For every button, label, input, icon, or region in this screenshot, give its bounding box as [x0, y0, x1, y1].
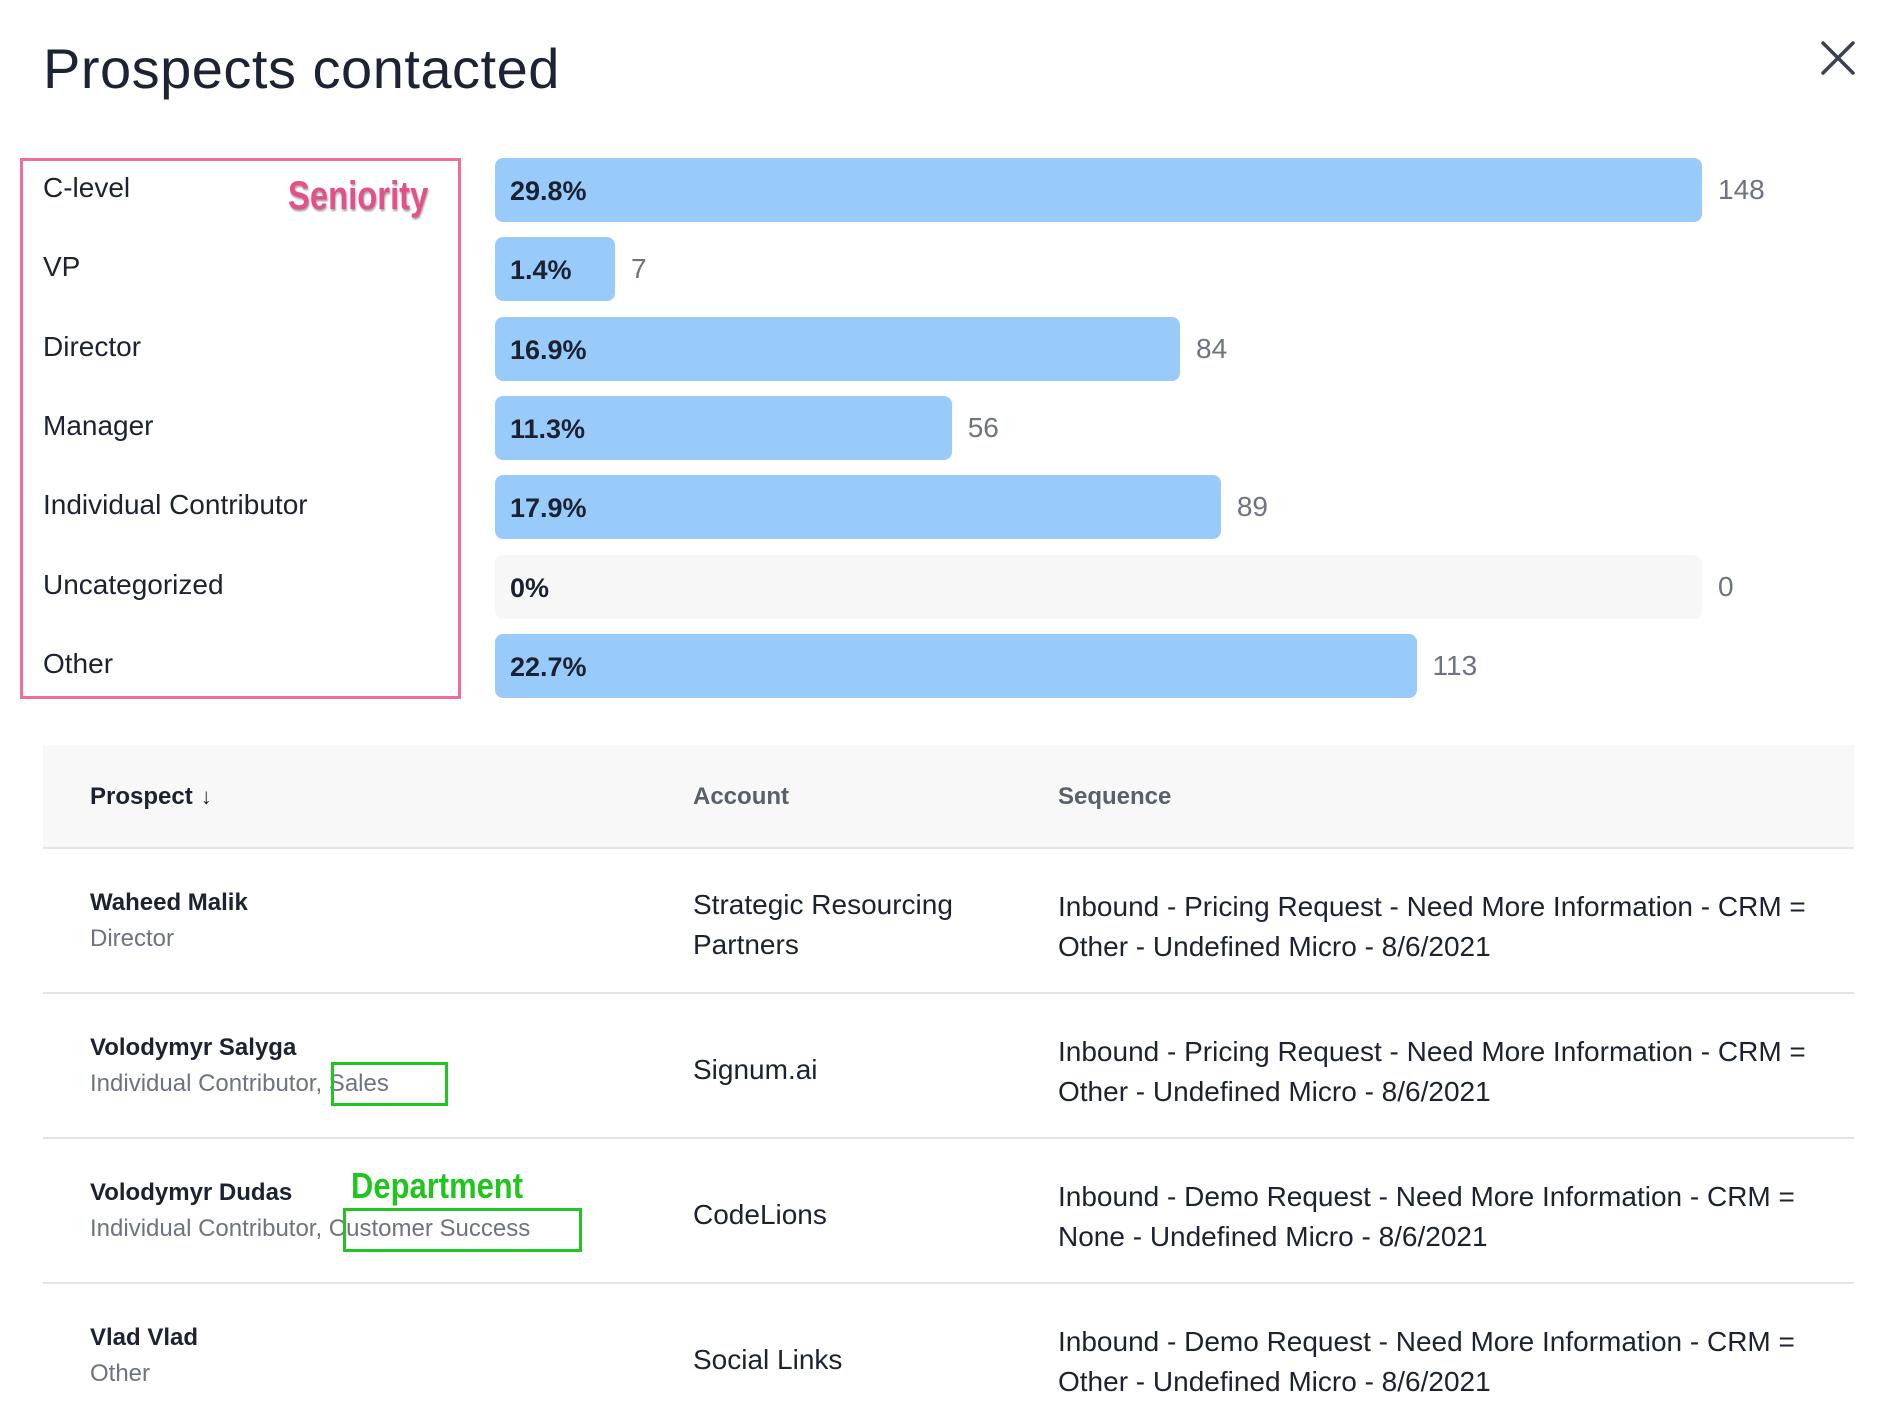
seniority-annotation: Seniority: [288, 174, 429, 218]
bar-count-label: 113: [1432, 650, 1478, 681]
table-row[interactable]: Volodymyr Dudas Individual Contributor, …: [43, 1139, 1854, 1284]
bar-count-label: 7: [631, 253, 647, 284]
seniority-category-label: VP: [43, 251, 81, 282]
bar-percent-label: 22.7%: [510, 652, 587, 682]
account-name[interactable]: Strategic Resourcing Partners: [693, 889, 953, 960]
chart-row: Uncategorized 0% 0: [0, 555, 1886, 619]
seniority-bar[interactable]: [495, 317, 1181, 381]
seniority-bar[interactable]: [495, 237, 615, 301]
sequence-name[interactable]: Inbound - Demo Request - Need More Infor…: [1058, 1326, 1795, 1397]
sequence-name[interactable]: Inbound - Pricing Request - Need More In…: [1058, 891, 1806, 962]
bar-percent-label: 29.8%: [510, 176, 587, 206]
bar-percent-label: 0%: [510, 573, 550, 603]
sequence-column-header[interactable]: Sequence: [1058, 783, 1172, 810]
prospect-header-label: Prospect: [90, 783, 193, 810]
bar-count-label: 56: [967, 412, 999, 443]
close-icon[interactable]: [1816, 36, 1860, 80]
chart-row: Manager 11.3% 56: [0, 396, 1886, 460]
seniority-bar[interactable]: [495, 396, 952, 460]
seniority-category-label: C-level: [43, 172, 131, 203]
seniority-category-label: Manager: [43, 410, 154, 441]
prospect-seniority-department: Individual Contributor, Sales: [90, 1070, 389, 1097]
account-name[interactable]: CodeLions: [693, 1199, 827, 1230]
bar-count-label: 0: [1718, 571, 1734, 602]
table-row[interactable]: Waheed Malik Director Strategic Resourci…: [43, 849, 1854, 994]
bar-count-label: 84: [1196, 333, 1228, 364]
bar-percent-label: 1.4%: [510, 255, 572, 285]
account-column-header[interactable]: Account: [693, 783, 789, 810]
sequence-name[interactable]: Inbound - Pricing Request - Need More In…: [1058, 1036, 1806, 1107]
prospect-seniority: Other: [90, 1360, 151, 1387]
seniority-category-label: Other: [43, 648, 114, 679]
bar-percent-label: 17.9%: [510, 493, 587, 523]
department-highlight-box: [331, 1062, 448, 1106]
bar-count-label: 89: [1236, 491, 1268, 522]
account-name[interactable]: Signum.ai: [693, 1054, 818, 1085]
chart-row: C-level 29.8% 148: [0, 158, 1886, 222]
prospect-name[interactable]: Waheed Malik: [90, 889, 248, 916]
bar-track: [495, 555, 1702, 619]
seniority-bar[interactable]: [495, 475, 1221, 539]
table-header: Prospect ↓ Account Sequence: [43, 745, 1854, 849]
prospect-seniority: Director: [90, 925, 175, 952]
bar-count-label: 148: [1718, 174, 1765, 205]
account-name[interactable]: Social Links: [693, 1344, 843, 1375]
chart-row: Other 22.7% 113: [0, 634, 1886, 698]
seniority-bar[interactable]: [495, 158, 1702, 222]
seniority-category-label: Uncategorized: [43, 569, 224, 600]
prospect-name[interactable]: Volodymyr Dudas: [90, 1179, 293, 1206]
chart-row: VP 1.4% 7: [0, 237, 1886, 301]
arrow-down-icon[interactable]: ↓: [200, 784, 212, 809]
prospect-name[interactable]: Vlad Vlad: [90, 1324, 199, 1351]
prospect-column-header[interactable]: Prospect ↓: [90, 783, 212, 811]
bar-percent-label: 11.3%: [510, 414, 586, 444]
seniority-highlight-box: [20, 158, 461, 699]
sequence-name[interactable]: Inbound - Demo Request - Need More Infor…: [1058, 1181, 1795, 1252]
department-annotation: Department: [351, 1165, 524, 1206]
bar-percent-label: 16.9%: [510, 335, 587, 365]
seniority-chart: C-level 29.8% 148 VP 1.4% 7 Director 16.9% 84 Man…: [0, 158, 1886, 698]
seniority-bar[interactable]: [495, 634, 1417, 698]
prospect-name[interactable]: Volodymyr Salyga: [90, 1034, 297, 1061]
page-title: Prospects contacted: [43, 37, 560, 100]
prospect-seniority-department: Individual Contributor, Customer Success: [90, 1215, 531, 1242]
table-row[interactable]: Volodymyr Salyga Individual Contributor,…: [43, 994, 1854, 1139]
chart-row: Individual Contributor 17.9% 89: [0, 475, 1886, 539]
seniority-category-label: Individual Contributor: [43, 489, 308, 520]
chart-row: Director 16.9% 84: [0, 317, 1886, 381]
prospects-table: Prospect ↓ Account Sequence Waheed Malik …: [43, 745, 1854, 1418]
table-row[interactable]: Vlad Vlad Other Social Links Inbound - D…: [43, 1284, 1854, 1418]
department-highlight-box: [343, 1208, 582, 1252]
seniority-category-label: Director: [43, 331, 142, 362]
